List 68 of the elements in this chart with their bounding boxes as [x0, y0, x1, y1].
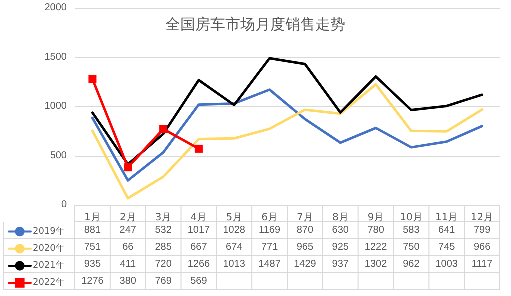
x-tick-label: 5月: [226, 212, 243, 224]
data-label: 1013: [223, 259, 246, 270]
legend-label: 2019年: [33, 226, 65, 237]
data-label: 769: [155, 276, 172, 287]
data-label: 935: [84, 259, 102, 270]
y-tick-label: 1500: [44, 52, 68, 63]
y-tick-label: 1000: [44, 101, 68, 112]
data-label: 720: [155, 259, 172, 270]
data-label: 1169: [259, 225, 281, 236]
data-label: 1117: [472, 259, 494, 270]
data-label: 380: [120, 276, 137, 287]
data-label: 1487: [258, 259, 282, 270]
y-tick-label: 2000: [44, 2, 68, 14]
data-label: 1429: [294, 259, 317, 270]
data-label: 870: [296, 225, 314, 236]
data-label: 66: [122, 242, 134, 253]
data-label: 583: [403, 225, 420, 236]
data-label: 630: [332, 225, 350, 236]
data-label: 641: [438, 225, 456, 236]
data-label: 965: [296, 242, 314, 253]
point: [160, 125, 168, 134]
x-tick-label: 12月: [470, 212, 494, 224]
data-label: 750: [403, 242, 420, 253]
data-label: 674: [226, 242, 244, 253]
x-tick-label: 4月: [190, 212, 208, 224]
data-label: 1028: [223, 225, 246, 236]
data-label: 1276: [82, 276, 104, 287]
x-tick-label: 1月: [84, 212, 101, 224]
legend-label: 2021年: [33, 260, 65, 271]
text: 全国房车市场月度销售走势: [166, 16, 346, 34]
x-tick-label: 9月: [368, 212, 384, 224]
line-series: [91, 83, 484, 200]
data-label: 667: [190, 242, 208, 253]
x-tick-label: 3月: [155, 212, 172, 224]
data-label: 771: [261, 242, 279, 253]
data-label: 247: [120, 225, 137, 236]
data-label: 799: [474, 225, 492, 236]
data-label: 881: [84, 225, 102, 236]
y-tick-label: 0: [61, 200, 68, 210]
data-label: 1302: [364, 259, 388, 270]
x-tick-label: 2月: [120, 212, 136, 224]
point: [124, 164, 132, 172]
point: [194, 144, 203, 153]
data-label: 285: [155, 242, 172, 253]
data-label: 745: [438, 242, 456, 253]
data-label: 962: [403, 259, 420, 270]
x-tick-label: 8月: [332, 212, 349, 224]
data-label: 966: [474, 242, 492, 253]
x-tick-label: 11月: [436, 212, 458, 224]
data-label: 780: [368, 225, 385, 236]
data-label: 1266: [188, 259, 211, 270]
legend-label: 2020年: [33, 242, 65, 254]
data-label: 411: [120, 259, 137, 270]
x-tick-label: 10月: [400, 212, 423, 224]
data-label: 532: [155, 225, 172, 236]
data-label: 1222: [364, 242, 388, 253]
data-label: 937: [332, 259, 350, 270]
data-label: 1017: [188, 225, 211, 236]
data-label: 1003: [436, 259, 458, 270]
legend-label: 2022年: [33, 277, 65, 288]
point: [88, 75, 97, 84]
data-label: 569: [190, 276, 208, 287]
data-label: 751: [84, 242, 102, 253]
line-series: [91, 88, 484, 182]
data-label: 925: [332, 242, 350, 253]
y-tick-label: 500: [50, 150, 68, 162]
x-tick-label: 6月: [262, 212, 278, 224]
x-tick-label: 7月: [297, 212, 314, 224]
